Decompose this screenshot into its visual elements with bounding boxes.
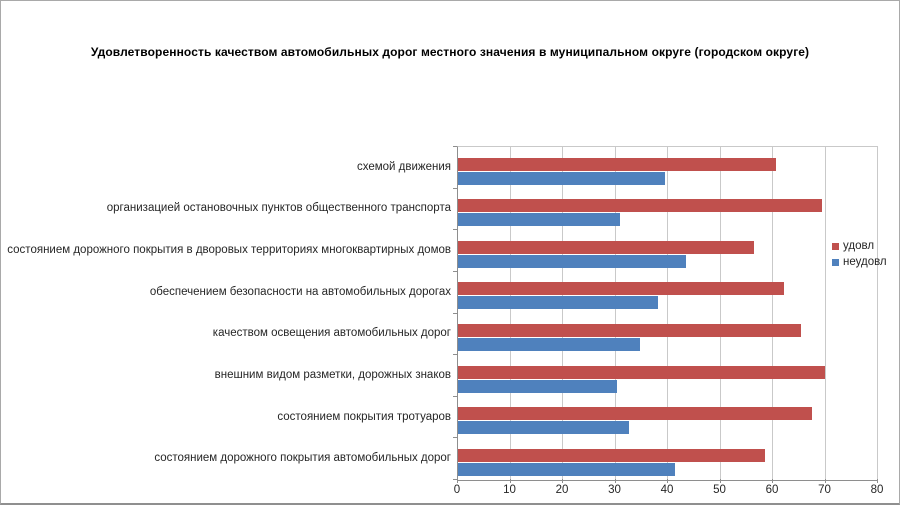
- gridline-x-70: [824, 147, 826, 480]
- x-axis-tick-label: 70: [818, 484, 831, 496]
- y-axis-tick: [453, 271, 457, 272]
- bar-неудовл-row8[interactable]: [458, 462, 676, 476]
- legend[interactable]: удовл неудовл: [832, 239, 887, 269]
- x-axis-tick: [562, 479, 563, 483]
- x-axis-tick-label: 80: [870, 484, 884, 496]
- x-axis-tick: [719, 479, 721, 483]
- legend-label: неудовл: [843, 256, 887, 268]
- chart-title: Удовлетворенность качеством автомобильны…: [90, 45, 810, 59]
- legend-swatch-neudovl-icon: [832, 258, 839, 266]
- bar-неудовл-row1[interactable]: [458, 171, 665, 185]
- legend-item-neudovl[interactable]: неудовл: [832, 255, 887, 269]
- category-label: внешним видом разметки, дорожных знаков: [214, 368, 451, 381]
- category-label: состоянием дорожного покрытия в дворовых…: [7, 244, 451, 257]
- gridline-x-10: [509, 147, 511, 480]
- x-axis-tick: [457, 479, 458, 483]
- legend-item-udovl[interactable]: удовл: [832, 239, 887, 253]
- category-label: состоянием покрытия тротуаров: [277, 410, 451, 423]
- y-axis-tick: [453, 396, 457, 397]
- x-axis-tick-label: 10: [503, 484, 516, 496]
- category-label: схемой движения: [356, 160, 451, 173]
- bar-неудовл-row3[interactable]: [458, 254, 687, 268]
- legend-swatch-udovl-icon: [832, 242, 839, 250]
- gridline-x-40: [667, 147, 668, 480]
- x-axis-tick: [509, 479, 511, 483]
- x-axis-tick-label: 30: [608, 484, 621, 496]
- category-label: обеспечением безопасности на автомобильн…: [149, 285, 451, 298]
- y-axis-tick: [453, 437, 457, 438]
- x-axis-tick-label: 20: [555, 484, 569, 496]
- category-label: качеством освещения автомобильных дорог: [212, 327, 451, 340]
- legend-label: удовл: [843, 240, 875, 252]
- category-label: состоянием дорожного покрытия автомобиль…: [154, 452, 451, 465]
- bar-неудовл-row5[interactable]: [458, 338, 640, 351]
- bar-удовл-row2[interactable]: [458, 199, 822, 213]
- y-axis-tick: [453, 354, 457, 355]
- gridline-x-20: [562, 147, 563, 480]
- bar-неудовл-row6[interactable]: [458, 379, 617, 393]
- x-axis-tick: [877, 479, 878, 483]
- bar-удовл-row7[interactable]: [458, 407, 812, 421]
- x-axis-tick: [824, 479, 826, 483]
- x-axis-tick: [772, 479, 773, 483]
- bar-неудовл-row7[interactable]: [458, 421, 629, 435]
- x-axis-tick-label: 50: [713, 484, 726, 496]
- category-label: организацией остановочных пунктов общест…: [106, 202, 451, 215]
- y-axis-tick: [453, 146, 457, 147]
- plot-area: [457, 146, 878, 481]
- x-axis-tick: [614, 479, 616, 483]
- category-axis-labels: схемой движения организацией остановочных…: [1, 146, 451, 479]
- y-axis-tick: [453, 313, 457, 314]
- y-axis-tick: [453, 188, 457, 189]
- y-axis-tick: [453, 479, 457, 480]
- bar-удовл-row1[interactable]: [458, 157, 776, 171]
- gridline-x-50: [719, 147, 721, 480]
- bar-удовл-row8[interactable]: [458, 448, 765, 462]
- gridline-x-60: [772, 147, 773, 480]
- x-axis-tick-label: 40: [660, 484, 674, 496]
- x-axis-tick-label: 0: [453, 484, 461, 496]
- gridline-x-30: [614, 147, 616, 480]
- y-axis-tick: [453, 229, 457, 230]
- bar-удовл-row4[interactable]: [458, 282, 784, 296]
- bar-неудовл-row4[interactable]: [458, 296, 658, 310]
- x-axis-tick-label: 60: [765, 484, 779, 496]
- bar-удовл-row3[interactable]: [458, 240, 755, 254]
- bar-удовл-row6[interactable]: [458, 365, 825, 379]
- x-axis-tick: [667, 479, 668, 483]
- gridline-x-80: [877, 147, 878, 480]
- bar-удовл-row5[interactable]: [458, 324, 802, 337]
- bar-неудовл-row2[interactable]: [458, 213, 620, 227]
